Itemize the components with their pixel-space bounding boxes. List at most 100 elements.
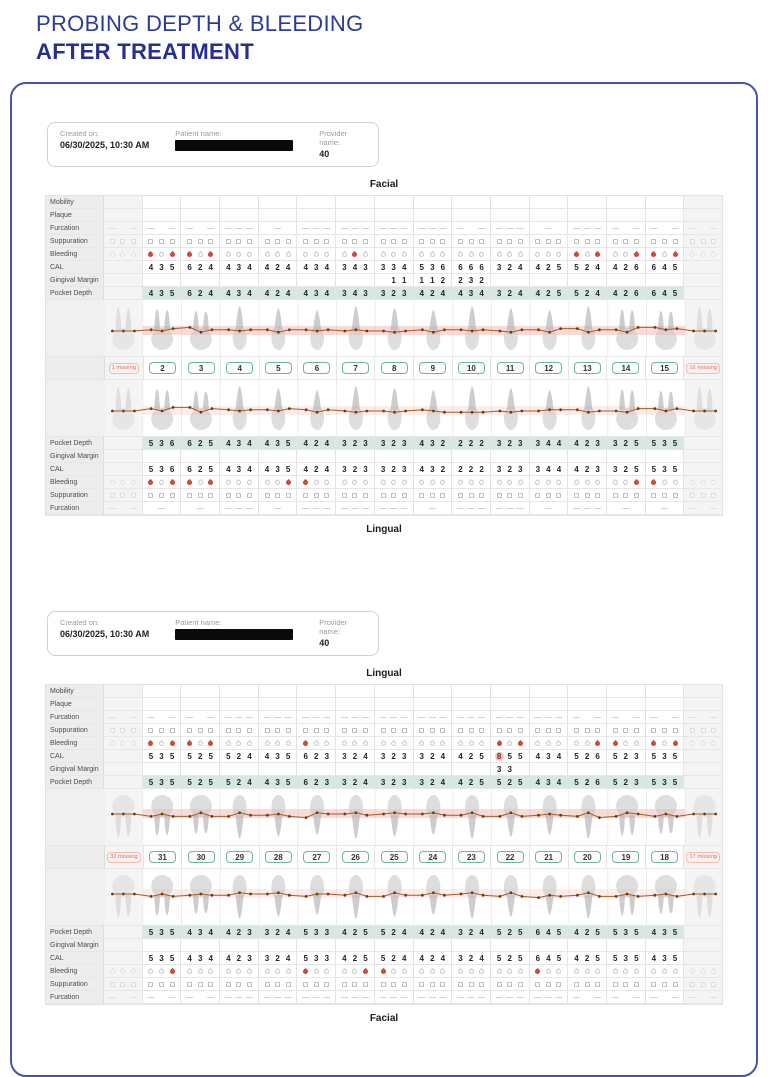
bleeding-drop-icon[interactable]	[544, 739, 552, 747]
bleeding-drop-icon[interactable]	[263, 739, 271, 747]
suppuration-checkbox[interactable]	[130, 981, 136, 987]
suppuration-checkbox[interactable]	[109, 727, 115, 733]
bleeding-drop-icon[interactable]	[710, 967, 718, 975]
suppuration-checkbox[interactable]	[324, 238, 330, 244]
bleeding-drop-icon[interactable]	[168, 739, 176, 747]
bleeding-drop-icon[interactable]	[400, 967, 408, 975]
suppuration-checkbox[interactable]	[419, 981, 425, 987]
bleeding-drop-icon[interactable]	[418, 250, 426, 258]
suppuration-checkbox[interactable]	[711, 727, 717, 733]
suppuration-checkbox[interactable]	[584, 727, 590, 733]
bleeding-drop-icon[interactable]	[544, 967, 552, 975]
bleeding-drop-icon[interactable]	[235, 478, 243, 486]
suppuration-checkbox[interactable]	[187, 238, 193, 244]
suppuration-checkbox[interactable]	[285, 981, 291, 987]
bleeding-drop-icon[interactable]	[428, 739, 436, 747]
suppuration-checkbox[interactable]	[711, 238, 717, 244]
bleeding-drop-icon[interactable]	[594, 250, 602, 258]
bleeding-drop-icon[interactable]	[263, 478, 271, 486]
bleeding-drop-icon[interactable]	[516, 250, 524, 258]
suppuration-checkbox[interactable]	[246, 238, 252, 244]
suppuration-checkbox[interactable]	[197, 492, 203, 498]
bleeding-drop-icon[interactable]	[224, 478, 232, 486]
suppuration-checkbox[interactable]	[556, 981, 562, 987]
bleeding-drop-icon[interactable]	[506, 478, 514, 486]
suppuration-checkbox[interactable]	[391, 727, 397, 733]
bleeding-drop-icon[interactable]	[207, 250, 215, 258]
bleeding-drop-icon[interactable]	[168, 250, 176, 258]
suppuration-checkbox[interactable]	[391, 981, 397, 987]
suppuration-checkbox[interactable]	[479, 238, 485, 244]
suppuration-checkbox[interactable]	[419, 492, 425, 498]
suppuration-checkbox[interactable]	[711, 981, 717, 987]
suppuration-checkbox[interactable]	[236, 981, 242, 987]
bleeding-drop-icon[interactable]	[699, 967, 707, 975]
suppuration-checkbox[interactable]	[341, 981, 347, 987]
bleeding-drop-icon[interactable]	[147, 739, 155, 747]
bleeding-drop-icon[interactable]	[555, 250, 563, 258]
bleeding-drop-icon[interactable]	[284, 967, 292, 975]
tooth-number-badge[interactable]: 25	[380, 851, 408, 863]
suppuration-checkbox[interactable]	[468, 492, 474, 498]
bleeding-drop-icon[interactable]	[361, 250, 370, 258]
suppuration-checkbox[interactable]	[363, 727, 369, 733]
bleeding-drop-icon[interactable]	[516, 478, 524, 486]
bleeding-drop-icon[interactable]	[418, 967, 426, 975]
suppuration-checkbox[interactable]	[535, 727, 541, 733]
bleeding-drop-icon[interactable]	[323, 250, 331, 258]
bleeding-drop-icon[interactable]	[157, 967, 166, 975]
suppuration-checkbox[interactable]	[246, 981, 252, 987]
suppuration-checkbox[interactable]	[419, 238, 425, 244]
suppuration-checkbox[interactable]	[595, 727, 601, 733]
suppuration-checkbox[interactable]	[275, 727, 281, 733]
suppuration-checkbox[interactable]	[303, 981, 309, 987]
bleeding-drop-icon[interactable]	[572, 967, 581, 975]
suppuration-checkbox[interactable]	[595, 238, 601, 244]
bleeding-drop-icon[interactable]	[689, 250, 697, 258]
bleeding-drop-icon[interactable]	[302, 478, 310, 486]
suppuration-checkbox[interactable]	[457, 727, 463, 733]
suppuration-checkbox[interactable]	[246, 492, 252, 498]
bleeding-drop-icon[interactable]	[390, 739, 398, 747]
suppuration-checkbox[interactable]	[169, 238, 175, 244]
suppuration-checkbox[interactable]	[169, 981, 175, 987]
bleeding-drop-icon[interactable]	[302, 967, 310, 975]
bleeding-drop-icon[interactable]	[495, 739, 503, 747]
bleeding-drop-icon[interactable]	[632, 739, 640, 747]
bleeding-drop-icon[interactable]	[516, 739, 524, 747]
bleeding-drop-icon[interactable]	[207, 478, 215, 486]
suppuration-checkbox[interactable]	[479, 981, 485, 987]
suppuration-checkbox[interactable]	[612, 492, 618, 498]
suppuration-checkbox[interactable]	[545, 727, 551, 733]
suppuration-checkbox[interactable]	[556, 727, 562, 733]
bleeding-drop-icon[interactable]	[671, 478, 679, 486]
bleeding-drop-icon[interactable]	[495, 967, 503, 975]
bleeding-drop-icon[interactable]	[534, 967, 542, 975]
suppuration-checkbox[interactable]	[285, 727, 291, 733]
suppuration-checkbox[interactable]	[595, 492, 601, 498]
suppuration-checkbox[interactable]	[169, 727, 175, 733]
suppuration-checkbox[interactable]	[419, 727, 425, 733]
bleeding-drop-icon[interactable]	[594, 739, 602, 747]
bleeding-drop-icon[interactable]	[516, 967, 524, 975]
suppuration-checkbox[interactable]	[109, 238, 115, 244]
tooth-number-badge[interactable]: 22	[496, 851, 524, 863]
bleeding-drop-icon[interactable]	[379, 967, 387, 975]
bleeding-drop-icon[interactable]	[147, 967, 155, 975]
bleeding-drop-icon[interactable]	[129, 739, 137, 747]
bleeding-drop-icon[interactable]	[351, 739, 359, 747]
suppuration-checkbox[interactable]	[496, 981, 502, 987]
suppuration-checkbox[interactable]	[661, 727, 667, 733]
bleeding-drop-icon[interactable]	[340, 478, 348, 486]
suppuration-checkbox[interactable]	[401, 238, 407, 244]
bleeding-drop-icon[interactable]	[710, 478, 718, 486]
bleeding-drop-icon[interactable]	[689, 967, 697, 975]
tooth-number-badge[interactable]: 7	[342, 362, 370, 374]
suppuration-checkbox[interactable]	[440, 727, 446, 733]
bleeding-drop-icon[interactable]	[379, 250, 387, 258]
bleeding-drop-icon[interactable]	[224, 739, 232, 747]
bleeding-drop-icon[interactable]	[439, 250, 447, 258]
bleeding-drop-icon[interactable]	[650, 478, 658, 486]
suppuration-checkbox[interactable]	[303, 238, 309, 244]
bleeding-drop-icon[interactable]	[534, 739, 542, 747]
